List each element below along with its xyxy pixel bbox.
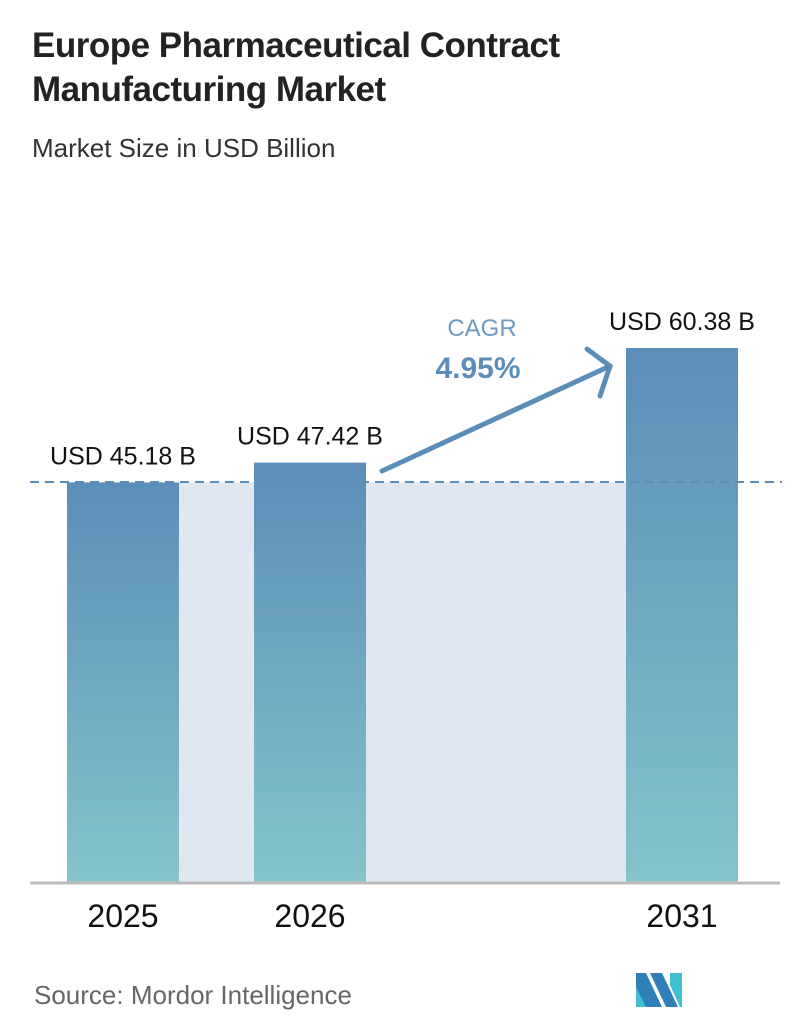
- cagr-label: CAGR: [447, 315, 516, 342]
- chart-title: Europe Pharmaceutical Contract Manufactu…: [32, 26, 560, 109]
- chart-subtitle: Market Size in USD Billion: [32, 133, 336, 163]
- x-tick-2031: 2031: [646, 898, 717, 934]
- x-tick-2026: 2026: [274, 898, 345, 934]
- mordor-logo: [636, 973, 682, 1007]
- cagr-arrow: [379, 346, 613, 474]
- baseline-band: [179, 482, 626, 882]
- bar-2031: [626, 348, 738, 882]
- source-text: Source: Mordor Intelligence: [34, 980, 352, 1010]
- data-label-2026: USD 47.42 B: [237, 423, 383, 451]
- cagr-value: 4.95%: [435, 352, 520, 385]
- bar-2026: [254, 462, 366, 882]
- data-label-2031: USD 60.38 B: [609, 308, 755, 336]
- x-tick-2025: 2025: [87, 898, 158, 934]
- data-label-2025: USD 45.18 B: [50, 442, 196, 470]
- bar-2025: [67, 482, 179, 882]
